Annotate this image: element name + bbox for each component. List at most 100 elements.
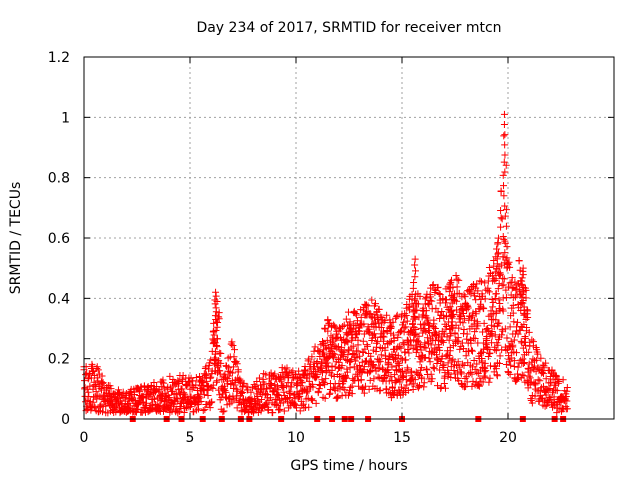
data-point bbox=[501, 168, 509, 176]
data-point bbox=[411, 376, 419, 384]
data-point bbox=[480, 305, 488, 313]
y-tick-label: 1.2 bbox=[48, 50, 70, 66]
y-tick-label: 0.8 bbox=[48, 171, 70, 187]
data-point bbox=[300, 366, 308, 374]
peak-point bbox=[500, 192, 508, 200]
data-point bbox=[339, 349, 347, 357]
data-point bbox=[351, 357, 359, 365]
data-point bbox=[414, 300, 422, 308]
data-point bbox=[205, 365, 213, 373]
data-point bbox=[521, 333, 529, 341]
data-point bbox=[360, 389, 368, 397]
data-point bbox=[279, 383, 287, 391]
data-point bbox=[502, 293, 510, 301]
data-point bbox=[479, 328, 487, 336]
data-point bbox=[563, 387, 571, 395]
data-point bbox=[375, 320, 383, 328]
data-point bbox=[343, 365, 351, 373]
data-point bbox=[267, 394, 275, 402]
data-point bbox=[172, 394, 180, 402]
peak-point bbox=[519, 296, 527, 304]
data-point bbox=[361, 382, 369, 390]
data-point bbox=[229, 384, 237, 392]
data-point bbox=[357, 313, 365, 321]
peak-point bbox=[495, 270, 503, 278]
data-point bbox=[347, 383, 355, 391]
data-point bbox=[459, 307, 467, 315]
data-point bbox=[481, 368, 489, 376]
data-point bbox=[94, 377, 102, 385]
data-point bbox=[510, 362, 518, 370]
data-point bbox=[508, 274, 516, 282]
peak-point bbox=[409, 320, 417, 328]
data-point bbox=[563, 405, 571, 413]
data-point bbox=[459, 310, 467, 318]
data-point bbox=[386, 338, 394, 346]
data-point bbox=[400, 340, 408, 348]
data-point bbox=[454, 334, 462, 342]
data-point bbox=[490, 257, 498, 265]
peak-point bbox=[495, 304, 503, 312]
data-point bbox=[209, 384, 217, 392]
data-point bbox=[431, 325, 439, 333]
data-point bbox=[180, 409, 188, 417]
data-point bbox=[550, 393, 558, 401]
data-point bbox=[402, 312, 410, 320]
data-point bbox=[496, 360, 504, 368]
data-point bbox=[439, 338, 447, 346]
data-point bbox=[319, 369, 326, 377]
data-point bbox=[543, 401, 551, 409]
data-point bbox=[293, 380, 301, 388]
data-point bbox=[465, 287, 473, 295]
data-point bbox=[359, 337, 367, 345]
data-point bbox=[403, 364, 411, 372]
data-point bbox=[229, 342, 237, 350]
data-point bbox=[258, 395, 266, 403]
data-point bbox=[206, 404, 214, 412]
data-point bbox=[523, 323, 531, 331]
data-point bbox=[297, 378, 305, 386]
data-point bbox=[448, 357, 456, 365]
data-point bbox=[423, 366, 431, 374]
data-point bbox=[91, 404, 99, 412]
data-point bbox=[155, 387, 163, 395]
data-point bbox=[429, 282, 437, 290]
data-point bbox=[155, 406, 163, 414]
data-point bbox=[435, 289, 443, 297]
data-point bbox=[304, 387, 312, 395]
data-point bbox=[497, 223, 505, 231]
data-point bbox=[335, 358, 343, 366]
data-point bbox=[394, 358, 402, 366]
data-point bbox=[181, 390, 189, 398]
data-point bbox=[500, 158, 508, 166]
data-point bbox=[368, 296, 376, 304]
axis-ticks: 0 5 10 15 20 0 0.2 0.4 0.6 0.8 1 1.2 bbox=[48, 50, 614, 446]
data-point bbox=[418, 364, 426, 372]
data-point bbox=[476, 277, 484, 285]
data-point bbox=[236, 378, 244, 386]
data-point bbox=[334, 393, 342, 401]
data-point bbox=[128, 395, 136, 403]
data-point bbox=[402, 323, 410, 331]
data-point bbox=[437, 383, 445, 391]
data-point bbox=[416, 358, 424, 366]
data-point bbox=[491, 268, 499, 276]
data-point bbox=[384, 361, 392, 369]
data-point bbox=[232, 358, 240, 366]
data-point bbox=[485, 264, 493, 272]
y-axis-label: SRMTID / TECUs bbox=[8, 182, 24, 295]
data-point bbox=[370, 375, 378, 383]
data-point bbox=[178, 376, 186, 384]
data-point bbox=[430, 316, 438, 324]
data-point bbox=[231, 346, 239, 354]
data-point bbox=[228, 369, 236, 377]
data-point bbox=[514, 330, 522, 338]
data-point bbox=[505, 283, 513, 291]
data-point bbox=[366, 376, 374, 384]
data-point bbox=[509, 301, 517, 309]
peak-point bbox=[494, 250, 502, 258]
peak-point bbox=[518, 277, 526, 285]
data-point bbox=[377, 324, 385, 332]
peak-point bbox=[493, 245, 501, 253]
data-point bbox=[472, 310, 480, 318]
